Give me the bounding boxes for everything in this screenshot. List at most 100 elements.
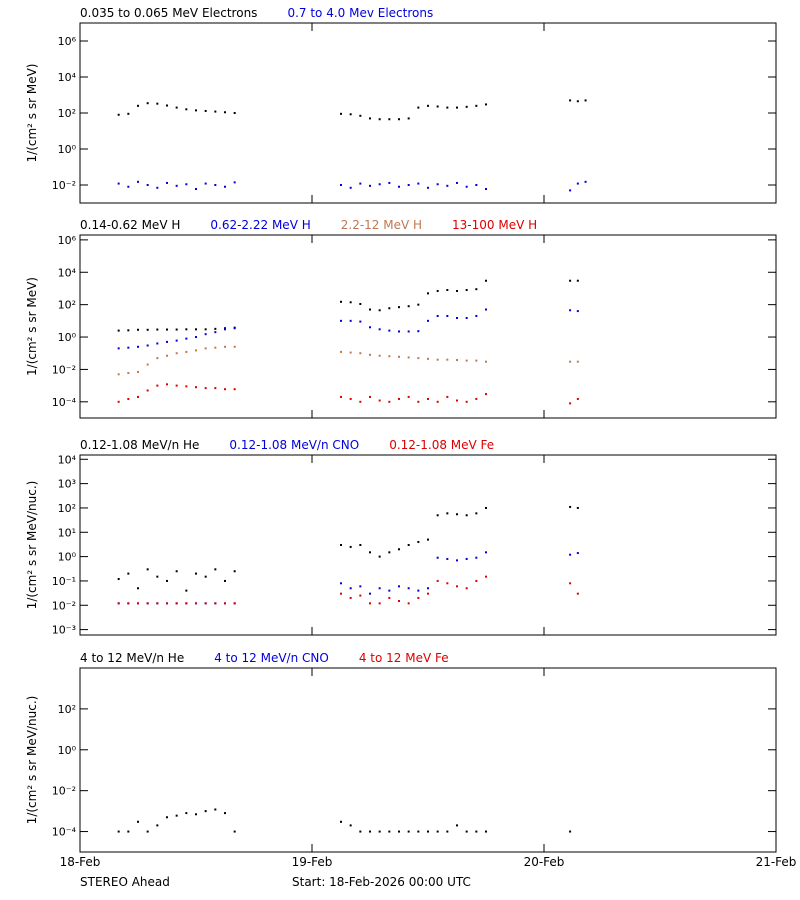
data-point: [340, 319, 342, 322]
data-point: [137, 587, 139, 590]
legend-entry: 2.2-12 MeV H: [341, 218, 422, 232]
data-point: [465, 400, 468, 403]
data-point: [398, 118, 400, 121]
data-point: [195, 336, 197, 339]
data-point: [475, 579, 478, 582]
data-point: [359, 320, 362, 323]
y-tick-label: 10³: [58, 478, 76, 491]
y-tick-label: 10⁶: [58, 35, 77, 48]
data-point: [166, 104, 168, 107]
data-point: [359, 594, 362, 597]
data-point: [127, 185, 130, 188]
y-tick-label: 10²: [58, 299, 76, 312]
data-point: [407, 305, 410, 308]
data-point: [349, 113, 352, 116]
data-point: [175, 352, 178, 355]
data-point: [175, 328, 178, 331]
data-point: [456, 513, 458, 516]
data-point: [214, 327, 217, 330]
legend-entry: 0.12-1.08 MeV/n He: [80, 438, 199, 452]
data-point: [576, 360, 579, 363]
data-point: [465, 514, 468, 517]
data-point: [369, 395, 371, 398]
data-point: [475, 359, 478, 362]
data-point: [569, 582, 572, 585]
data-point: [146, 102, 149, 105]
data-point: [475, 184, 478, 186]
x-tick-label: 19-Feb: [292, 855, 333, 869]
data-point: [224, 812, 226, 815]
data-point: [569, 309, 572, 312]
plot-frame: [79, 234, 777, 419]
data-point: [204, 602, 207, 605]
data-point: [127, 112, 130, 115]
data-point: [569, 279, 572, 282]
data-point: [224, 185, 226, 188]
data-point: [569, 360, 572, 363]
y-axis-label: 1/(cm² s sr MeV/nuc.): [25, 696, 39, 825]
data-point: [456, 585, 458, 588]
data-point: [417, 830, 420, 833]
data-point: [475, 104, 478, 107]
data-point: [156, 602, 159, 605]
data-point: [175, 339, 178, 342]
data-point: [584, 180, 587, 183]
data-point: [214, 184, 217, 186]
data-point: [349, 824, 352, 827]
data-point: [407, 602, 410, 605]
data-point: [156, 357, 159, 360]
y-tick-label: 10⁶: [58, 234, 77, 247]
data-point: [146, 602, 149, 605]
data-point: [369, 830, 371, 833]
data-point: [569, 553, 572, 556]
data-point: [146, 389, 149, 392]
data-point: [427, 587, 429, 590]
data-point: [195, 572, 197, 575]
data-point: [456, 289, 458, 292]
data-point: [388, 596, 391, 599]
data-point: [456, 824, 458, 827]
data-point: [204, 182, 207, 185]
data-point: [224, 111, 226, 114]
data-point: [436, 183, 439, 186]
data-point: [137, 370, 139, 373]
data-point: [417, 182, 420, 185]
data-point: [349, 186, 352, 189]
data-point: [388, 118, 391, 121]
data-point: [175, 106, 178, 109]
data-point: [436, 314, 439, 317]
data-point: [378, 602, 381, 605]
data-point: [417, 400, 420, 403]
data-point: [214, 602, 217, 605]
data-point: [340, 592, 342, 595]
data-point: [175, 184, 178, 187]
legend-entry: 13-100 MeV H: [452, 218, 537, 232]
data-point: [166, 816, 168, 819]
data-point: [340, 395, 342, 398]
data-point: [407, 395, 410, 398]
data-point: [446, 358, 449, 361]
legend-entry: 0.12-1.08 MeV Fe: [389, 438, 494, 452]
plot-frame: [79, 667, 777, 853]
data-point: [378, 555, 381, 558]
data-point: [569, 830, 572, 833]
data-point: [465, 316, 468, 319]
data-point: [378, 354, 381, 357]
data-point: [146, 568, 149, 571]
data-point: [378, 328, 381, 331]
data-point: [427, 104, 429, 107]
data-point: [185, 337, 188, 340]
data-point: [166, 328, 168, 331]
data-point: [427, 397, 429, 400]
data-point: [117, 578, 120, 581]
data-point: [436, 289, 439, 292]
data-point: [427, 357, 429, 360]
data-point: [398, 599, 400, 602]
data-point: [185, 350, 188, 353]
data-point: [465, 557, 468, 560]
data-point: [388, 400, 391, 403]
data-point: [398, 585, 400, 588]
data-point: [427, 292, 429, 295]
data-point: [456, 359, 458, 362]
